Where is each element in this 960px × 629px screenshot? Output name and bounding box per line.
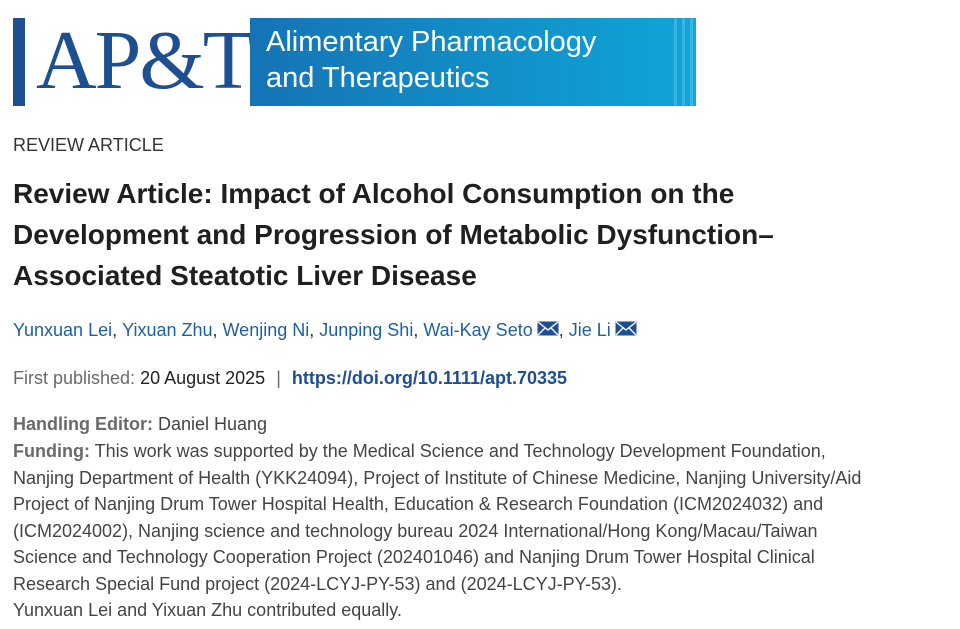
- authors: Yunxuan Lei, Yixuan Zhu, Wenjing Ni, Junpin…: [13, 320, 637, 341]
- label: Funding:: [13, 441, 90, 461]
- journal-name: Alimentary Pharmacology: [266, 26, 597, 58]
- funding-text: Science and Technology Cooperation Proje…: [13, 547, 815, 567]
- separator: ,: [413, 320, 419, 340]
- funding-text: Nanjing Department of Health (YKK24094),…: [13, 467, 862, 488]
- title-line: Associated Steatotic Liver Disease: [13, 260, 477, 291]
- email-icon[interactable]: [537, 320, 559, 341]
- doi-link[interactable]: https://doi.org/10.1111/apt.70335: [291, 368, 568, 388]
- editor-name: Daniel Huang: [158, 414, 268, 434]
- date: 20 August 2025: [140, 368, 266, 388]
- funding-text: Project of Nanjing Drum Tower Hospital H…: [13, 494, 824, 514]
- divider: |: [276, 368, 281, 388]
- stripe: [682, 18, 685, 106]
- journal-name: and Therapeutics: [266, 62, 490, 94]
- title-line: Review Article: Impact of Alcohol Consum…: [13, 178, 735, 209]
- journal-banner: Alimentary Pharmacology and Therapeutics: [250, 18, 696, 106]
- stripe: [674, 18, 677, 106]
- author-name[interactable]: Wenjing Ni: [222, 320, 310, 340]
- author-name[interactable]: Yunxuan Lei: [13, 320, 113, 340]
- funding-text: Research Special Fund project (2024-LCYJ…: [13, 573, 622, 594]
- label: First published:: [13, 368, 136, 388]
- funding-text: This work was supported by the Medical S…: [94, 441, 826, 461]
- article-type: REVIEW ARTICLE: [13, 135, 164, 155]
- separator: ,: [112, 320, 118, 340]
- author-name[interactable]: Wai-Kay Seto: [423, 320, 533, 340]
- label: Handling Editor:: [13, 414, 153, 434]
- logo-bar: [13, 18, 25, 106]
- handling-editor: Handling Editor: Daniel Huang: [13, 414, 267, 435]
- separator: ,: [558, 320, 564, 340]
- author-name[interactable]: Yixuan Zhu: [122, 320, 213, 340]
- note: Yunxuan Lei and Yixuan Zhu contributed e…: [13, 600, 402, 620]
- separator: ,: [309, 320, 315, 340]
- publication: First published: 20 August 2025 | https:…: [13, 368, 567, 389]
- title-line: Development and Progression of Metabolic…: [13, 219, 774, 250]
- funding-line: (ICM2024002), Nanjing science and techno…: [13, 521, 818, 542]
- funding-line: Science and Technology Cooperation Proje…: [13, 547, 815, 568]
- logo-mark: AP&T: [36, 14, 254, 107]
- author-name[interactable]: Jie Li: [568, 320, 611, 340]
- author-name[interactable]: Junping Shi: [319, 320, 414, 340]
- funding-line: Research Special Fund project (2024-LCYJ…: [13, 574, 622, 595]
- funding-text: (ICM2024002), Nanjing science and techno…: [13, 520, 818, 541]
- stripe: [690, 18, 693, 106]
- email-icon[interactable]: [615, 320, 637, 341]
- separator: ,: [212, 320, 218, 340]
- funding-line: Nanjing Department of Health (YKK24094),…: [13, 468, 861, 489]
- funding-line: Project of Nanjing Drum Tower Hospital H…: [13, 494, 823, 515]
- funding-line: Funding: This work was supported by the …: [13, 441, 826, 462]
